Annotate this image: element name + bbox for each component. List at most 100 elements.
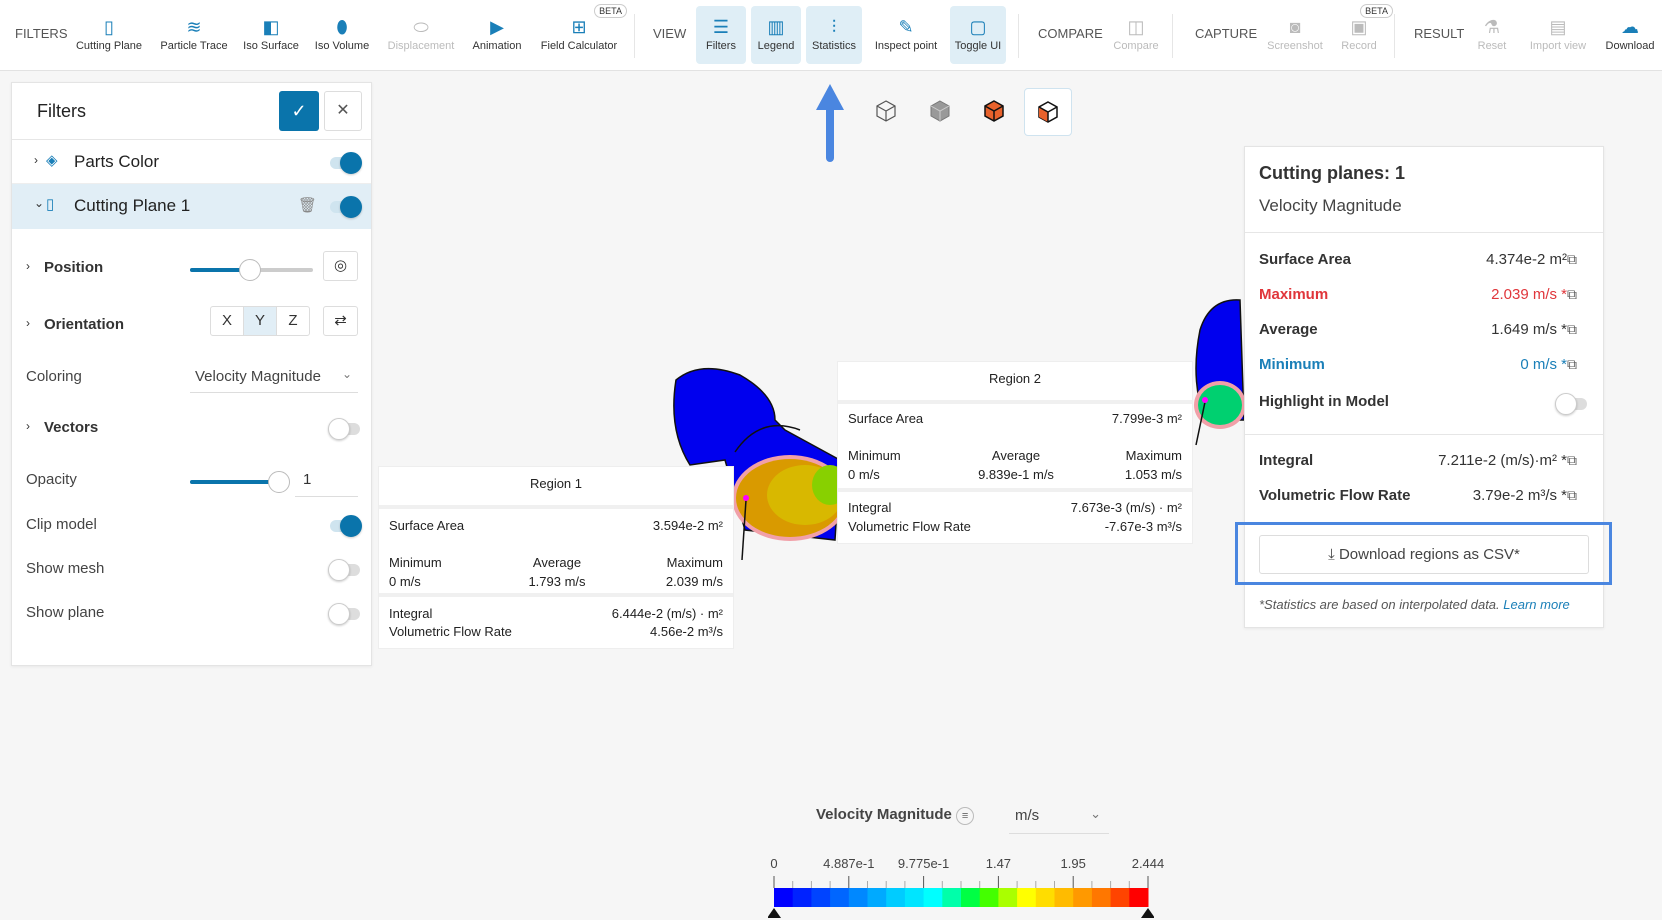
confirm-button[interactable]: ✓ (279, 91, 319, 131)
legend-tick-label: 2.444 (1131, 856, 1165, 871)
import-view-button[interactable]: ▤ Import view (1530, 6, 1586, 64)
toggle-ui-button[interactable]: ▢ Toggle UI (950, 6, 1006, 64)
cutting-plane-row[interactable]: ⌄ ▯ Cutting Plane 1 🗑 (12, 184, 371, 229)
solid-cube-icon[interactable] (928, 98, 956, 126)
animation-button[interactable]: ▶ Animation (469, 6, 525, 64)
paint-bucket-icon: ◈ (46, 152, 58, 169)
orientation-y-button[interactable]: Y (243, 306, 277, 336)
legend-color-swatch (774, 888, 794, 907)
screenshot-button[interactable]: ◙ Screenshot (1267, 6, 1323, 64)
copy-icon[interactable]: ⧉ (1567, 321, 1577, 337)
iso-surface-button[interactable]: ◧ Iso Surface (243, 6, 299, 64)
cutting-plane-button[interactable]: ▯ Cutting Plane (76, 6, 142, 64)
divider (634, 14, 635, 58)
chevron-right-icon[interactable]: › (26, 259, 30, 273)
view-legend-button[interactable]: ▥ Legend (751, 6, 801, 64)
close-button[interactable]: ✕ (324, 91, 362, 131)
highlight-row: Highlight in Model (1259, 393, 1389, 410)
chevron-right-icon[interactable]: › (26, 316, 30, 330)
legend-color-swatch (1035, 888, 1055, 907)
copy-icon[interactable]: ⧉ (1567, 251, 1577, 267)
orientation-z-button[interactable]: Z (276, 306, 310, 336)
cutting-plane-label: Cutting Plane 1 (74, 196, 191, 215)
legend-color-swatch (886, 888, 906, 907)
copy-icon[interactable]: ⧉ (1567, 452, 1577, 468)
highlight-toggle[interactable] (1555, 393, 1587, 415)
cutting-plane-icon: ▯ (104, 17, 114, 37)
download-csv-button[interactable]: ⤓ Download regions as CSV* (1259, 535, 1589, 574)
view-statistics-button[interactable]: ⫶ Statistics (806, 6, 862, 64)
opacity-slider[interactable] (190, 471, 290, 493)
result-section-label: RESULT (1414, 26, 1465, 41)
trash-icon[interactable]: 🗑 (298, 197, 318, 214)
legend-color-swatch (979, 888, 999, 907)
parts-color-toggle[interactable] (330, 152, 362, 174)
orientation-label: Orientation (44, 316, 125, 333)
record-button[interactable]: ▣ Record BETA (1331, 4, 1393, 64)
chevron-down-icon: ⌄ (341, 367, 352, 381)
orientation-x-button[interactable]: X (210, 306, 244, 336)
clip-model-toggle[interactable] (330, 515, 362, 537)
download-icon: ⤓ (1328, 546, 1339, 563)
legend-range-handle[interactable] (768, 908, 781, 918)
filters-header: Filters ✓ ✕ (12, 83, 371, 140)
position-label: Position (44, 259, 104, 276)
legend-title: Velocity Magnitude ≡ (816, 806, 975, 825)
stats-subtitle: Velocity Magnitude (1259, 196, 1402, 215)
legend-color-swatch (811, 888, 831, 907)
swap-icon: ⇄ (334, 312, 347, 329)
compare-button[interactable]: ◫ Compare (1108, 6, 1164, 64)
unit-select[interactable]: m/s ⌄ (1009, 800, 1109, 834)
vectors-toggle[interactable] (328, 418, 360, 440)
displacement-icon: ⬭ (413, 17, 429, 37)
divider (1018, 14, 1019, 58)
copy-icon[interactable]: ⧉ (1567, 356, 1577, 372)
learn-more-link[interactable]: Learn more (1503, 597, 1570, 612)
view-section-label: VIEW (653, 26, 687, 41)
inspect-point-button[interactable]: ✎ Inspect point (875, 6, 937, 64)
displacement-button[interactable]: ⬭ Displacement (388, 6, 455, 64)
active-view-mode[interactable] (1024, 88, 1072, 136)
copy-icon[interactable]: ⧉ (1567, 286, 1577, 302)
wireframe-cube-icon[interactable] (874, 98, 902, 126)
flask-icon: ⚗ (1483, 17, 1501, 37)
copy-icon[interactable]: ⧉ (1567, 487, 1577, 503)
legend-range-handle[interactable] (1141, 908, 1154, 918)
cutting-plane-toggle[interactable] (330, 196, 362, 218)
position-slider[interactable] (190, 259, 313, 281)
show-plane-toggle[interactable] (328, 603, 360, 625)
download-button[interactable]: ☁ Download (1602, 6, 1658, 64)
show-mesh-toggle[interactable] (328, 559, 360, 581)
reset-button[interactable]: ⚗ Reset (1464, 6, 1520, 64)
orientation-row: › Orientation X Y Z ⇄ (12, 306, 371, 346)
compare-section-label: COMPARE (1038, 26, 1103, 41)
chevron-right-icon[interactable]: › (34, 153, 38, 167)
legend-menu-icon[interactable]: ≡ (956, 807, 975, 825)
close-icon: ✕ (336, 102, 350, 119)
view-filters-button[interactable]: ☰ Filters (696, 6, 746, 64)
legend-icon: ▥ (767, 17, 785, 37)
flip-orientation-button[interactable]: ⇄ (323, 306, 358, 336)
parts-color-label: Parts Color (74, 152, 160, 171)
legend-color-swatch (792, 888, 812, 907)
field-calculator-button[interactable]: ⊞ Field Calculator BETA (541, 4, 627, 64)
maximum-row: Maximum 2.039 m/s * (1259, 286, 1567, 303)
annotation-arrow (816, 84, 844, 162)
parts-color-row[interactable]: › ◈ Parts Color (12, 140, 371, 184)
position-target-button[interactable]: ◎ (323, 251, 358, 281)
coloring-select[interactable]: Velocity Magnitude ⌄ (190, 363, 358, 393)
opacity-input[interactable]: 1 (295, 465, 358, 497)
stats-title: Cutting planes: 1 (1259, 163, 1406, 183)
chevron-down-icon[interactable]: ⌄ (34, 196, 45, 210)
stats-footnote: *Statistics are based on interpolated da… (1259, 597, 1570, 612)
divider (1172, 14, 1173, 58)
pipe-geometry-right (1194, 299, 1246, 446)
toolbar: FILTERS ▯ Cutting Plane ≋ Particle Trace ◧… (0, 0, 1662, 71)
iso-volume-button[interactable]: ⬮ Iso Volume (314, 6, 370, 64)
chevron-right-icon[interactable]: › (26, 419, 30, 433)
legend-color-swatch (1073, 888, 1093, 907)
particle-trace-button[interactable]: ≋ Particle Trace (160, 6, 227, 64)
surface-edges-cube-icon[interactable] (982, 98, 1010, 126)
legend-tick-label: 1.95 (1060, 856, 1086, 871)
